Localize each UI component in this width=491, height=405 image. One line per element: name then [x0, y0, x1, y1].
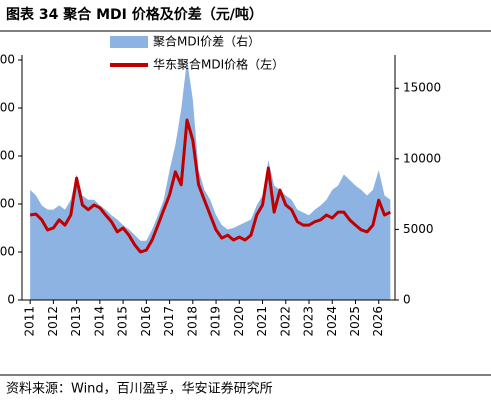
- x-tick-label: 2026: [371, 306, 385, 337]
- y-tick-label: 30000: [0, 149, 15, 163]
- x-tick-label: 2018: [185, 306, 199, 337]
- x-tick-label: 2017: [162, 306, 176, 337]
- x-tick-label: 2012: [46, 306, 60, 337]
- y2-tick-label: 0: [403, 293, 411, 307]
- x-tick-label: 2025: [348, 306, 362, 337]
- legend-swatch: [110, 36, 148, 48]
- y-tick-label: 40000: [0, 101, 15, 115]
- chart-title: 图表 34 聚合 MDI 价格及价差（元/吨）: [6, 6, 263, 23]
- y2-tick-label: 5000: [403, 222, 434, 236]
- price-line: [29, 118, 392, 254]
- x-tick-label: 2023: [302, 306, 316, 337]
- y2-tick-label: 10000: [403, 151, 441, 165]
- legend-label: 聚合MDI价差（右）: [153, 34, 260, 49]
- y-tick-label: 50000: [0, 53, 15, 67]
- x-tick-label: 2013: [69, 306, 83, 337]
- y2-tick-label: 15000: [403, 81, 441, 95]
- y-tick-label: 20000: [0, 197, 15, 211]
- x-tick-label: 2011: [23, 306, 37, 337]
- x-tick-label: 2024: [325, 306, 339, 337]
- y-tick-label: 10000: [0, 245, 15, 259]
- spread-area: [30, 60, 391, 300]
- x-tick-label: 2016: [139, 306, 153, 337]
- x-tick-label: 2019: [209, 306, 223, 337]
- x-tick-label: 2014: [92, 306, 106, 337]
- legend-label: 华东聚合MDI价格（左）: [153, 57, 284, 72]
- y-tick-label: 0: [7, 293, 15, 307]
- source: 资料来源：Wind，百川盈孚，华安证券研究所: [6, 381, 273, 397]
- x-tick-label: 2022: [278, 306, 292, 337]
- x-tick-label: 2021: [255, 306, 269, 337]
- x-tick-label: 2020: [232, 306, 246, 337]
- x-tick-label: 2015: [116, 306, 130, 337]
